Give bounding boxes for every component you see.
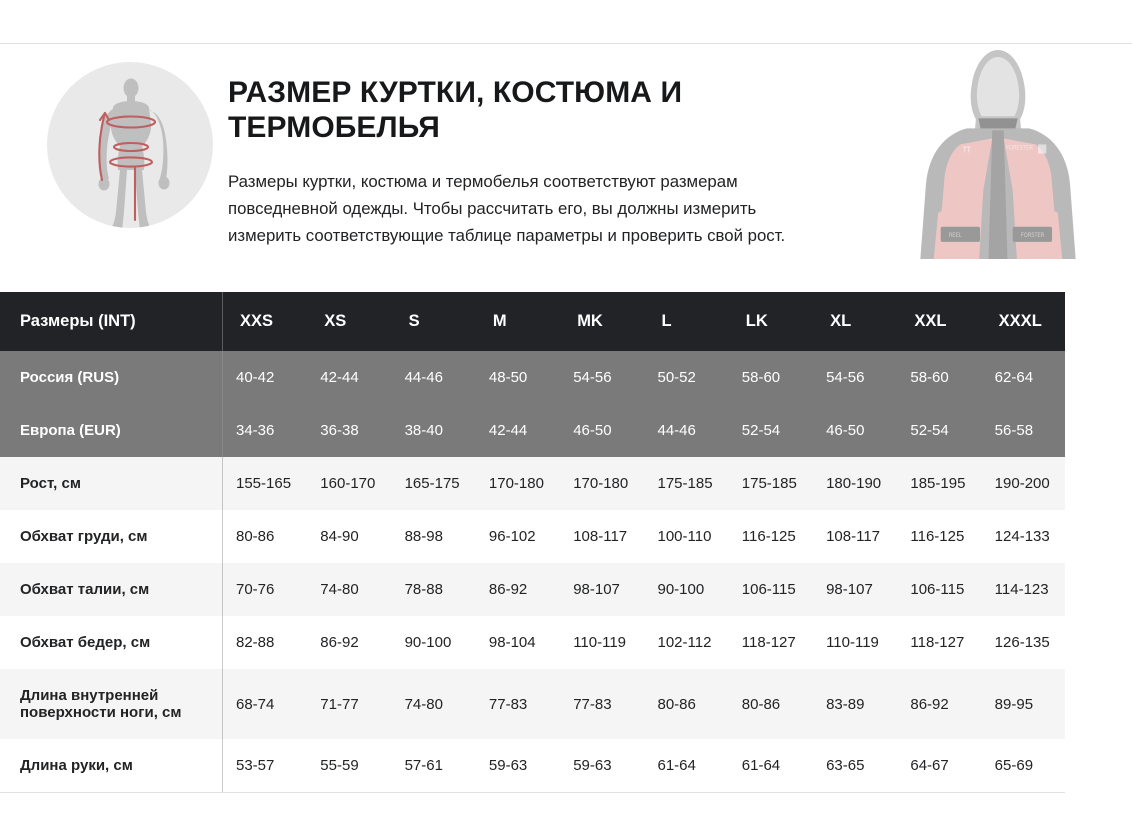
svg-text:FORESTER: FORESTER bbox=[1006, 145, 1033, 152]
svg-text:FORSTER: FORSTER bbox=[1021, 232, 1044, 239]
svg-text:TT: TT bbox=[963, 145, 971, 155]
svg-text:REEL: REEL bbox=[949, 232, 962, 239]
